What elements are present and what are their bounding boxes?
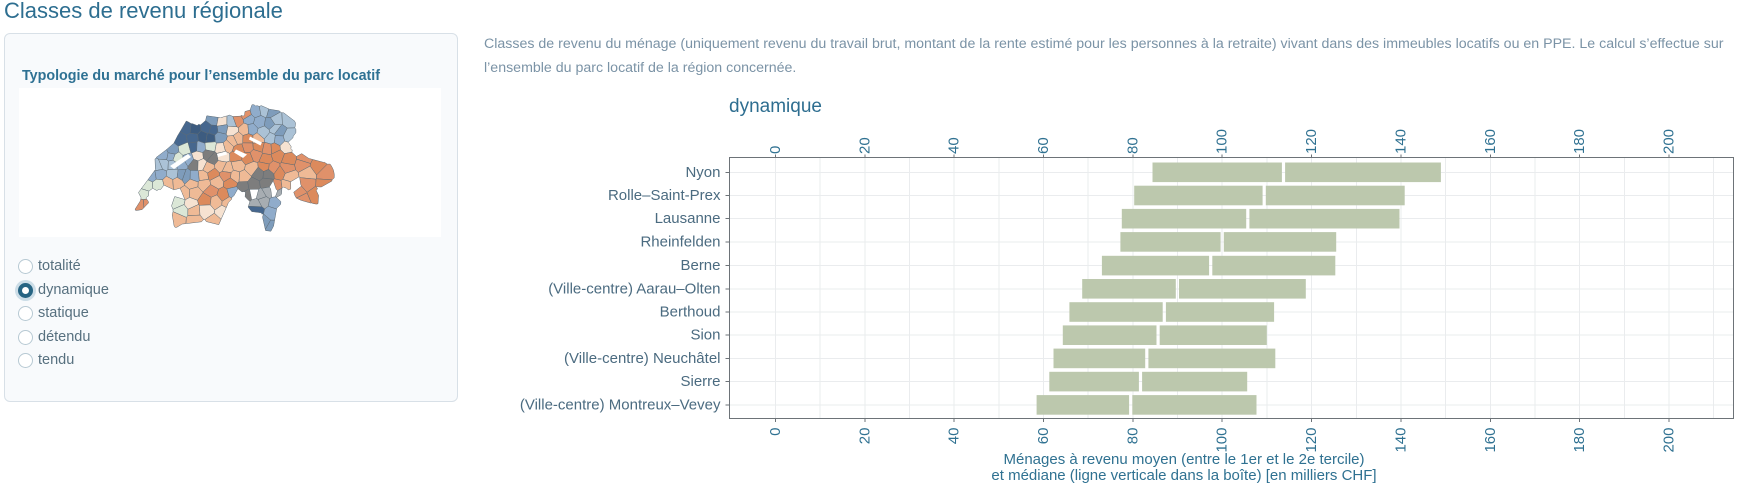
svg-text:Sion: Sion bbox=[690, 327, 720, 344]
svg-text:Berthoud: Berthoud bbox=[660, 304, 721, 321]
svg-text:40: 40 bbox=[946, 137, 963, 154]
svg-text:(Ville-centre) Montreux–Vevey: (Ville-centre) Montreux–Vevey bbox=[520, 396, 721, 413]
svg-text:80: 80 bbox=[1124, 137, 1141, 154]
svg-text:0: 0 bbox=[767, 146, 784, 154]
svg-text:100: 100 bbox=[1214, 428, 1231, 453]
svg-text:Lausanne: Lausanne bbox=[655, 210, 721, 227]
svg-text:160: 160 bbox=[1482, 428, 1499, 453]
svg-text:Sierre: Sierre bbox=[680, 373, 720, 390]
svg-text:180: 180 bbox=[1571, 129, 1588, 154]
svg-text:40: 40 bbox=[946, 428, 963, 445]
svg-text:100: 100 bbox=[1214, 129, 1231, 154]
svg-text:Rheinfelden: Rheinfelden bbox=[640, 233, 720, 250]
svg-text:80: 80 bbox=[1124, 428, 1141, 445]
svg-text:180: 180 bbox=[1571, 428, 1588, 453]
svg-text:140: 140 bbox=[1393, 428, 1410, 453]
svg-text:Rolle–Saint-Prex: Rolle–Saint-Prex bbox=[608, 187, 721, 204]
svg-text:20: 20 bbox=[856, 428, 873, 445]
svg-text:120: 120 bbox=[1303, 428, 1320, 453]
svg-text:160: 160 bbox=[1482, 129, 1499, 154]
svg-text:Berne: Berne bbox=[680, 257, 720, 274]
svg-text:Nyon: Nyon bbox=[685, 164, 720, 181]
svg-text:20: 20 bbox=[856, 137, 873, 154]
svg-text:(Ville-centre) Neuchâtel: (Ville-centre) Neuchâtel bbox=[564, 350, 720, 367]
svg-text:140: 140 bbox=[1393, 129, 1410, 154]
svg-text:et médiane (ligne verticale da: et médiane (ligne verticale dans la boît… bbox=[991, 467, 1376, 484]
svg-text:(Ville-centre) Aarau–Olten: (Ville-centre) Aarau–Olten bbox=[548, 280, 720, 297]
svg-text:200: 200 bbox=[1661, 428, 1678, 453]
svg-text:200: 200 bbox=[1661, 129, 1678, 154]
svg-text:dynamique: dynamique bbox=[729, 96, 822, 117]
svg-text:120: 120 bbox=[1303, 129, 1320, 154]
svg-text:Ménages à revenu moyen (entre: Ménages à revenu moyen (entre le 1er et … bbox=[1003, 451, 1364, 468]
svg-text:60: 60 bbox=[1035, 137, 1052, 154]
svg-text:0: 0 bbox=[767, 428, 784, 436]
svg-text:60: 60 bbox=[1035, 428, 1052, 445]
